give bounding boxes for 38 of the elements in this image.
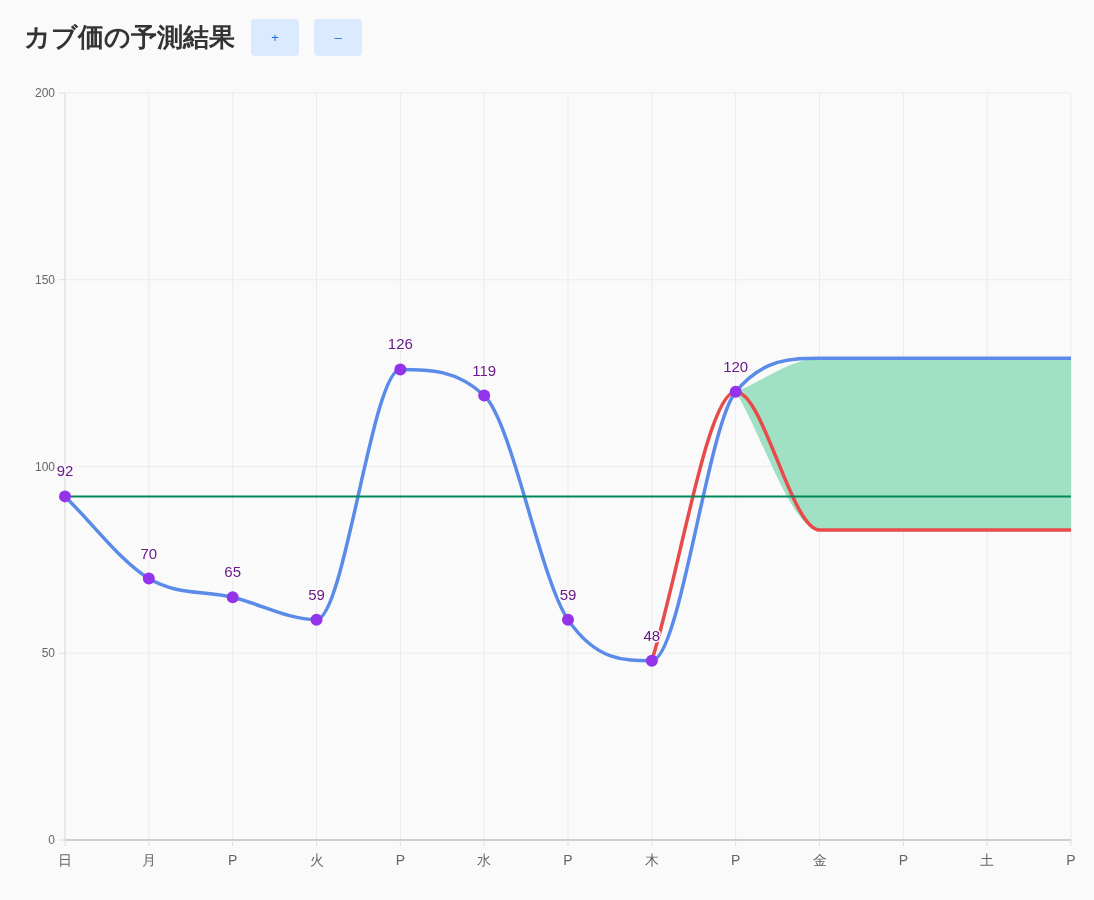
point <box>310 613 323 626</box>
x-tick-label: P <box>395 852 406 868</box>
point <box>562 613 574 626</box>
x-tick-label: P <box>1066 852 1076 868</box>
x-tick-label: 日 <box>58 852 72 868</box>
point <box>729 385 742 398</box>
point <box>59 490 71 503</box>
x-tick-label: 水 <box>477 852 492 868</box>
button: + <box>251 19 299 56</box>
x-tick-label: P <box>227 852 238 868</box>
y-tick-label: 0 <box>48 833 56 847</box>
chart-title: カブ価の予測結果 <box>24 22 235 52</box>
x-tick-label: P <box>898 852 909 868</box>
x-tick-label: 火 <box>309 852 324 868</box>
data-label: 92 <box>56 462 74 480</box>
point <box>478 389 491 402</box>
point <box>226 591 239 604</box>
x-tick-label: 金 <box>812 852 827 868</box>
x-tick-label: P <box>563 852 573 868</box>
data-label: 119 <box>472 361 497 379</box>
button: – <box>314 19 362 56</box>
x-tick-label: 土 <box>980 852 995 868</box>
data-label: 59 <box>559 585 577 603</box>
x-tick-label: 木 <box>644 852 659 868</box>
point <box>394 363 407 376</box>
data-label: 70 <box>140 544 158 562</box>
y-tick-label: 150 <box>34 272 56 287</box>
y-tick-label: 50 <box>41 646 56 661</box>
x-tick-label: P <box>730 852 741 868</box>
y-tick-label: 100 <box>34 459 56 474</box>
point <box>645 654 658 667</box>
x-tick-label: 月 <box>141 852 156 868</box>
data-label: 126 <box>387 335 413 353</box>
data-label: 59 <box>308 585 325 603</box>
data-label: 65 <box>224 563 242 581</box>
y-tick-label: 200 <box>34 86 56 100</box>
point <box>142 572 155 585</box>
data-label: 120 <box>723 357 749 375</box>
